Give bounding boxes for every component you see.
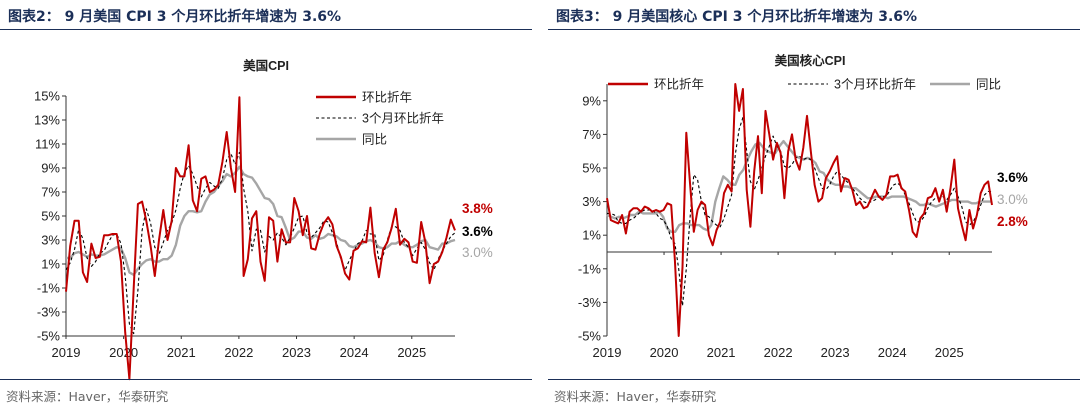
chart-title: 美国核心CPI: [775, 53, 846, 68]
x-tick-label: 2025: [397, 345, 426, 360]
figure-title: 图表2： 9 月美国 CPI 3 个月环比折年增速为 3.6%: [8, 9, 342, 25]
divider-top: [0, 29, 532, 30]
end-label: 3.6%: [462, 224, 493, 239]
x-tick-label: 2019: [52, 345, 81, 360]
divider-top: [548, 29, 1080, 30]
y-tick-label: 1%: [41, 257, 60, 272]
y-tick-label: -1%: [37, 281, 61, 296]
series-line-yoy: [66, 165, 456, 277]
chart-title: 美国CPI: [243, 58, 289, 73]
legend-label: 3个月环比折年: [834, 77, 916, 92]
legend-label: 环比折年: [654, 77, 704, 92]
x-tick-label: 2020: [109, 345, 138, 360]
x-tick-label: 2023: [821, 345, 850, 360]
legend-label: 3个月环比折年: [362, 111, 444, 126]
y-tick-label: 1%: [582, 228, 601, 243]
end-label: 3.6%: [997, 170, 1028, 185]
figure-panel-core-cpi: 图表3： 9 月美国核心 CPI 3 个月环比折年增速为 3.6% 美国核心CP…: [548, 0, 1080, 411]
divider-bottom: [0, 379, 532, 380]
x-tick-label: 2024: [878, 345, 907, 360]
end-label: 2.8%: [997, 214, 1028, 229]
y-tick-label: -1%: [578, 261, 602, 276]
series-line-mom: [65, 96, 456, 381]
y-tick-label: -5%: [37, 329, 61, 344]
x-tick-label: 2021: [167, 345, 196, 360]
series-line-3m: [607, 117, 992, 307]
y-tick-label: 3%: [582, 194, 601, 209]
end-label: 3.0%: [997, 192, 1028, 207]
series-line-3m: [65, 151, 456, 335]
y-tick-label: 9%: [582, 93, 601, 108]
end-label: 3.8%: [462, 201, 493, 216]
y-tick-label: -3%: [578, 295, 602, 310]
y-tick-label: 3%: [41, 233, 60, 248]
y-tick-label: 7%: [582, 127, 601, 142]
y-tick-label: -3%: [37, 305, 61, 320]
x-tick-label: 2019: [593, 345, 622, 360]
divider-bottom: [548, 379, 1080, 380]
x-tick-label: 2022: [224, 345, 253, 360]
y-tick-label: -5%: [578, 329, 602, 344]
source-note: 资料来源：Haver，华泰研究: [554, 389, 717, 404]
series-line-yoy: [606, 139, 992, 234]
y-tick-label: 5%: [582, 161, 601, 176]
x-tick-label: 2020: [650, 345, 679, 360]
y-tick-label: 11%: [35, 137, 60, 152]
y-tick-label: 13%: [34, 113, 60, 128]
figure-panel-cpi: 图表2： 9 月美国 CPI 3 个月环比折年增速为 3.6% 美国CPI -5%…: [0, 0, 532, 411]
x-tick-label: 2024: [340, 345, 369, 360]
legend-label: 同比: [976, 78, 1001, 92]
x-tick-label: 2021: [707, 345, 736, 360]
y-tick-label: 5%: [41, 209, 60, 224]
core-cpi-chart: 美国核心CPI -5% -3% -1% 1% 3% 5% 7% 9% 2019 2020 2021 20…: [578, 53, 1028, 360]
source-note: 资料来源：Haver，华泰研究: [6, 389, 169, 404]
cpi-chart: 美国CPI -5% -3% -1% 1% 3% 5% 7% 9% 11% 13% 15% 2019 202…: [34, 58, 493, 381]
figure-title: 图表3： 9 月美国核心 CPI 3 个月环比折年增速为 3.6%: [556, 9, 918, 25]
x-tick-label: 2023: [282, 345, 311, 360]
y-tick-label: 7%: [41, 185, 60, 200]
x-tick-label: 2022: [764, 345, 793, 360]
series-line-mom: [606, 83, 993, 337]
end-label: 3.0%: [462, 245, 493, 260]
y-tick-label: 9%: [41, 161, 60, 176]
legend-label: 环比折年: [362, 90, 412, 105]
x-tick-label: 2025: [935, 345, 964, 360]
legend-label: 同比: [362, 133, 387, 147]
y-tick-label: 15%: [34, 89, 60, 104]
